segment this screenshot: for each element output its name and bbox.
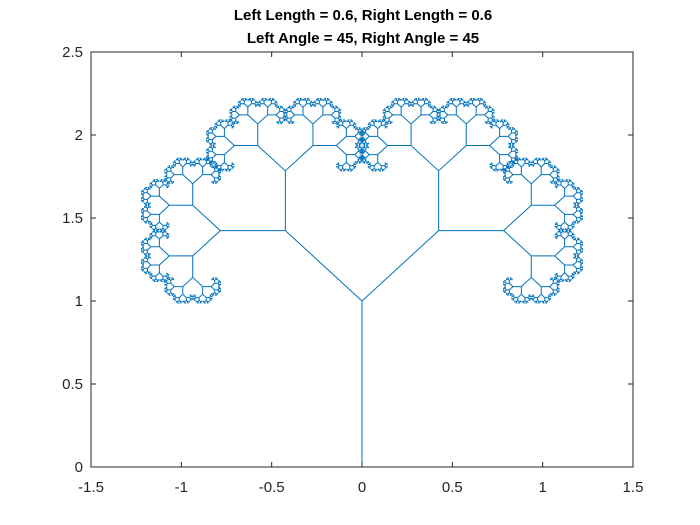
y-tick-label: 0.5 <box>62 376 83 393</box>
x-tick-label: 1.5 <box>623 479 644 496</box>
y-tick-label: 0 <box>75 459 83 476</box>
chart-title-line-2: Left Angle = 45, Right Angle = 45 <box>247 30 479 47</box>
chart-title-line-1: Left Length = 0.6, Right Length = 0.6 <box>234 7 492 24</box>
x-tick-label: -1 <box>175 479 188 496</box>
y-tick-label: 2 <box>75 127 83 144</box>
x-tick-label: 1 <box>538 479 546 496</box>
fractal-tree-branches <box>140 97 584 467</box>
y-tick-label: 1 <box>75 293 83 310</box>
y-axis: 0 0.5 1 1.5 2 2.5 <box>62 44 633 476</box>
x-axis: -1.5 -1 -0.5 0 0.5 1 1.5 <box>78 52 643 496</box>
x-tick-label: -0.5 <box>259 479 285 496</box>
fractal-tree-series <box>140 97 584 467</box>
y-tick-label: 1.5 <box>62 210 83 227</box>
x-tick-label: -1.5 <box>78 479 104 496</box>
x-tick-label: 0 <box>358 479 366 496</box>
y-tick-label: 2.5 <box>62 44 83 61</box>
x-tick-label: 0.5 <box>442 479 463 496</box>
